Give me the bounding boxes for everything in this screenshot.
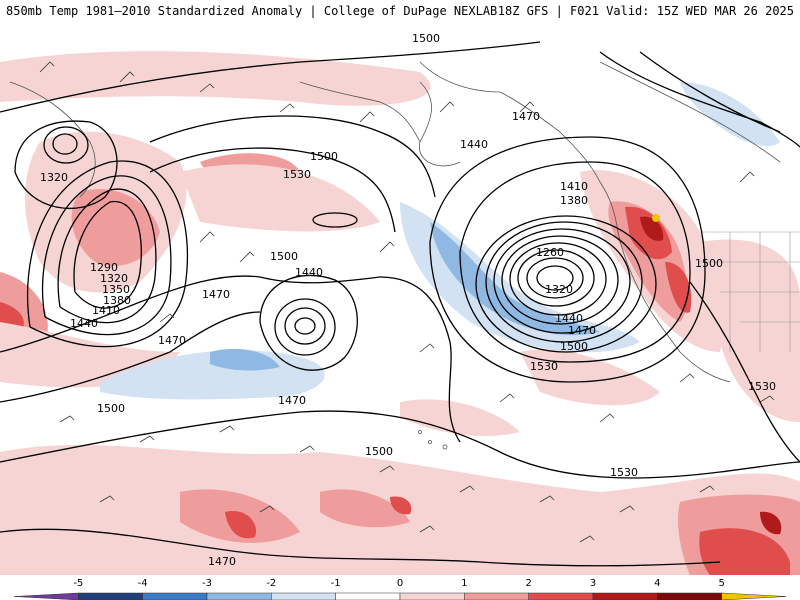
legend-bin [592,592,658,600]
contour-label: 1380 [560,194,588,207]
contour-label: 1470 [568,324,596,337]
wind-barbs [39,61,775,543]
contour-label: 1260 [536,246,564,259]
legend-bin [721,592,787,600]
contour-label: 1530 [610,466,638,479]
legend-bin [528,592,594,600]
contour-label: 1440 [295,266,323,279]
legend-bin [13,592,79,600]
legend-bin [464,592,529,600]
legend-bin [206,592,272,600]
legend-tick-label: -4 [138,578,148,589]
legend-tick-label: 4 [654,578,660,589]
contour-label: 1530 [283,168,311,181]
contour-label: 1470 [158,334,186,347]
legend-bin [335,592,401,600]
legend-tick-label: -3 [202,578,212,589]
legend-tick-label: 3 [590,578,596,589]
legend-bin [142,592,208,600]
contour-label: 1500 [365,445,393,458]
contour-label: 1500 [97,402,125,415]
contour-label: 1440 [555,312,583,325]
contour-label: 1470 [278,394,306,407]
legend-tick-label: -2 [266,578,276,589]
temperature-anomaly-shading [0,51,800,575]
legend-tick-labels: -5 -4 -3 -2 -1 0 1 2 3 4 5 [73,578,725,589]
legend-tick-label: -5 [73,578,83,589]
contour-label: 1500 [695,257,723,270]
contour-label: 1410 [92,304,120,317]
contour-label: 1320 [40,171,68,184]
contour-label: 1530 [748,380,776,393]
contour-label: 1380 [103,294,131,307]
legend-tick-label: 1 [461,578,467,589]
contour-label: 1320 [100,272,128,285]
contour-label: 1500 [412,32,440,45]
weather-map: 1500 1470 1440 1320 1500 1530 1290 1320 … [0,22,800,575]
legend-bin [78,592,143,600]
contour-labels: 1500 1470 1440 1320 1500 1530 1290 1320 … [40,32,776,568]
contour-label: 1440 [460,138,488,151]
legend-tick-label: -1 [331,578,341,589]
height-contours [0,41,800,567]
contour-label: 1530 [530,360,558,373]
legend-bin [657,592,722,600]
legend-color-bins [13,592,787,600]
contour-label: 1440 [70,317,98,330]
contour-label: 1470 [202,288,230,301]
contour-label: 1500 [270,250,298,263]
legend-tick-label: 2 [525,578,531,589]
legend-bin [271,592,336,600]
contour-label: 1410 [560,180,588,193]
color-scale-legend: -5 -4 -3 -2 -1 0 1 2 3 4 5 [13,578,787,600]
legend-tick-label: 5 [718,578,724,589]
contour-label: 1470 [512,110,540,123]
map-header: 850mb Temp 1981–2010 Standardized Anomal… [0,0,800,22]
contour-label: 1290 [90,261,118,274]
model-valid-time: 18Z GFS | F021 Valid: 15Z WED MAR 26 202… [497,4,794,18]
legend-tick-label: 0 [397,578,403,589]
contour-label: 1500 [310,150,338,163]
contour-label: 1350 [102,283,130,296]
contour-label: 1500 [560,340,588,353]
map-title: 850mb Temp 1981–2010 Standardized Anomal… [6,4,498,18]
contour-label: 1470 [208,555,236,568]
coastlines [9,61,800,450]
legend-bin [399,592,465,600]
contour-label: 1320 [545,283,573,296]
